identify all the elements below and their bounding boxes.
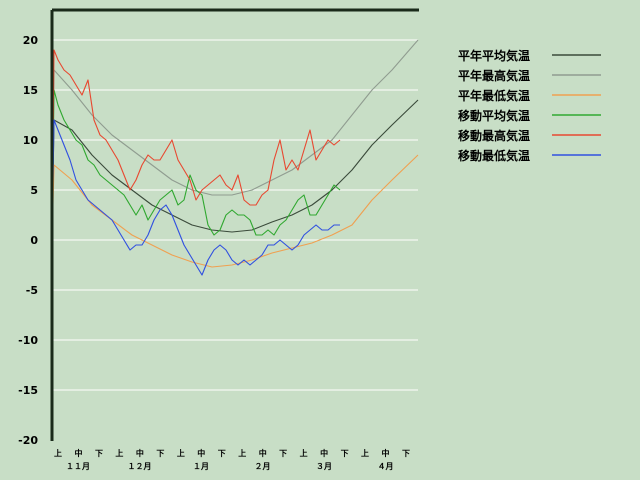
x-period-label: 上 (115, 448, 123, 458)
series-line-5 (51, 119, 340, 276)
legend-label: 移動最低気温 (458, 148, 530, 163)
x-period-label: 中 (197, 448, 205, 458)
y-tick-label: -20 (18, 434, 38, 447)
series-group (51, 39, 419, 276)
x-period-label: 中 (259, 448, 267, 458)
y-tick-labels: 20 15 10 5 0 -5 -10 -15 -20 (18, 34, 38, 447)
x-period-label: 上 (238, 448, 246, 458)
y-tick-label: -5 (26, 284, 38, 297)
series-line-3 (51, 89, 341, 241)
x-month-label: ２月 (255, 462, 271, 471)
x-period-label: 下 (402, 449, 410, 458)
y-tick-label: 20 (23, 34, 39, 47)
x-period-label: 上 (54, 448, 62, 458)
series-line-2 (51, 154, 419, 268)
y-tick-label: -10 (18, 334, 38, 347)
y-tick-label: 10 (23, 134, 39, 147)
y-tick-label: -15 (18, 384, 38, 397)
x-period-label: 下 (156, 449, 164, 458)
legend-label: 平年最高気温 (458, 68, 530, 83)
y-tick-label: 15 (23, 84, 38, 97)
x-period-label: 中 (74, 448, 82, 458)
legend-label: 平年最低気温 (458, 88, 530, 103)
x-period-label: 中 (320, 448, 328, 458)
x-period-label: 下 (341, 449, 349, 458)
y-tick-label: 0 (30, 234, 38, 247)
x-period-label: 上 (300, 448, 308, 458)
x-tick-labels: 上 中 下 上 中 下 上 中 下 上 中 下 上 中 下 上 中 下 １１月 １２月 １月 ２月 ３月 ４月 (54, 448, 410, 471)
x-period-label: 下 (279, 449, 287, 458)
x-month-label: １月 (193, 462, 209, 471)
x-month-label: １１月 (66, 462, 90, 471)
x-period-label: 上 (177, 448, 185, 458)
series-line-1 (51, 39, 419, 241)
x-period-label: 中 (136, 448, 144, 458)
x-month-label: １２月 (128, 462, 152, 471)
legend-label: 移動平均気温 (458, 108, 530, 123)
x-period-label: 下 (95, 449, 103, 458)
x-month-label: ３月 (316, 462, 332, 471)
x-period-label: 上 (361, 448, 369, 458)
plot-background (52, 10, 418, 440)
series-line-0 (51, 99, 419, 241)
grid-lines (52, 39, 418, 391)
x-period-label: 中 (382, 448, 390, 458)
x-period-label: 下 (218, 449, 226, 458)
y-tick-label: 5 (30, 184, 38, 197)
legend-label: 平年平均気温 (458, 48, 530, 63)
x-month-label: ４月 (378, 462, 394, 471)
series-line-4 (51, 49, 341, 241)
legend-label: 移動最高気温 (458, 128, 530, 143)
